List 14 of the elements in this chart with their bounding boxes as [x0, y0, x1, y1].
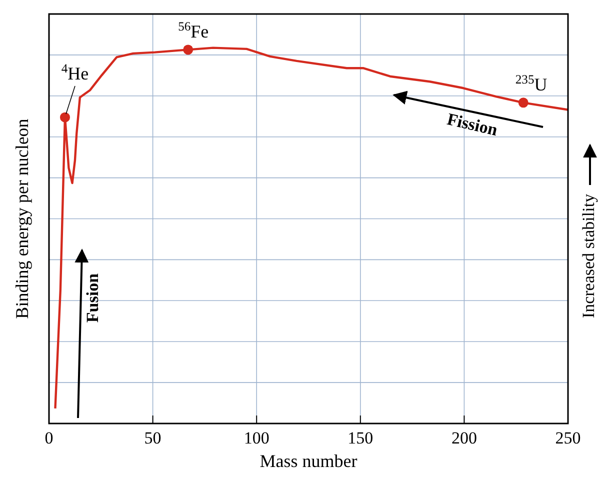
- annotation: $^{56}$Fe: [178, 20, 209, 42]
- x-tick-label: 150: [348, 428, 374, 448]
- annotation: $^{235}$U: [515, 72, 548, 95]
- x-tick-label: 250: [555, 428, 581, 448]
- x-tick-label: 50: [144, 428, 162, 448]
- y-axis-title: Binding energy per nucleon: [12, 118, 32, 319]
- annotation: $^{4}$He: [61, 61, 89, 84]
- x-axis-title: Mass number: [260, 451, 358, 471]
- x-tick-label: 0: [44, 428, 54, 448]
- x-tick-label: 200: [451, 428, 477, 448]
- text: Increased stability: [578, 193, 598, 318]
- annotation: Fusion: [82, 272, 102, 323]
- x-tick-label: 100: [244, 428, 270, 448]
- annotation: Fission: [445, 109, 500, 140]
